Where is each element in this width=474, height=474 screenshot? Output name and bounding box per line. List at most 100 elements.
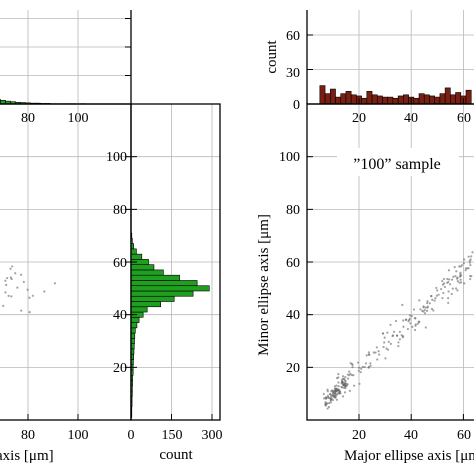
right-scatter-point: [469, 274, 472, 278]
right-top-bars: [319, 85, 472, 105]
right-scatter-point: [410, 315, 413, 318]
right-scatter-point: [376, 358, 379, 361]
right-top-bar: [371, 94, 378, 105]
right-top-ytick-0: 0: [293, 98, 300, 113]
left-right-bar: [130, 280, 198, 287]
right-top-bar: [382, 96, 389, 105]
right-scatter-point: [398, 338, 401, 341]
right-scatter-point: [460, 281, 463, 284]
right-scatter-point: [455, 277, 459, 280]
right-scatter-point: [418, 320, 421, 324]
left-right-bar: [130, 306, 148, 313]
right-top-bar: [361, 97, 368, 105]
right-scatter-point: [357, 366, 361, 369]
right-scatter-point: [436, 289, 439, 292]
left-right-bar: [130, 322, 138, 329]
right-scatter-point: [471, 251, 474, 254]
right-top-ylabel: count: [264, 40, 280, 74]
left-right-bar: [130, 274, 180, 281]
right-scatter-point: [456, 289, 459, 292]
right-scatter-point: [396, 334, 399, 337]
right-scatter-point: [397, 345, 400, 348]
right-top-bar: [350, 94, 357, 105]
right-scatter-point: [424, 306, 427, 309]
right-scatter-point: [359, 371, 362, 374]
left-scatter-point: [4, 291, 7, 294]
left-right-bar: [130, 290, 194, 297]
right-scatter-point: [360, 367, 363, 370]
right-scatter-point: [446, 277, 449, 281]
right-top-bar: [444, 87, 451, 105]
right-top-bar: [392, 97, 399, 105]
right-scatter-point: [408, 314, 412, 317]
right-scatter-point: [334, 396, 337, 399]
right-scatter-point: [367, 351, 370, 354]
right-scatter-point: [426, 306, 429, 309]
right-scatter-point: [441, 279, 444, 283]
left-right-histogram-panel: 20 40 60 80 100 0 150 300 count: [106, 103, 223, 463]
right-top-ytick-30: 30: [286, 66, 300, 81]
right-scatter-point: [456, 280, 459, 283]
right-scatter-point: [353, 384, 356, 387]
right-scatter-point: [453, 266, 456, 269]
left-right-ytick-20: 20: [113, 361, 127, 376]
right-scatter-point: [435, 294, 438, 297]
right-scatter-point: [442, 291, 445, 295]
right-scatter-point: [346, 377, 350, 380]
right-scatter-point: [437, 293, 440, 296]
right-top-bar: [439, 93, 446, 105]
right-scatter-point: [448, 278, 451, 281]
right-scatter-point: [459, 265, 462, 268]
right-scatter-point: [389, 323, 392, 326]
right-scatter-point: [440, 287, 443, 291]
right-scatter-point: [328, 401, 331, 405]
right-scatter-ytick-100: 100: [279, 150, 300, 165]
right-scatter-point: [348, 370, 351, 373]
right-scatter-point: [352, 374, 355, 377]
right-scatter-point: [377, 350, 380, 353]
right-scatter-point: [397, 341, 400, 344]
right-scatter-point: [335, 398, 338, 401]
left-scatter-point: [16, 286, 19, 289]
right-scatter-point: [402, 325, 405, 328]
right-scatter-point: [424, 326, 427, 329]
right-scatter-point: [458, 275, 462, 278]
right-scatter-point: [337, 381, 340, 384]
right-scatter-point: [418, 299, 421, 302]
right-scatter-point: [408, 317, 411, 320]
left-right-bar: [130, 317, 140, 323]
right-scatter-point: [447, 296, 450, 300]
right-scatter-point: [428, 302, 431, 305]
right-scatter-point: [434, 297, 437, 300]
left-scatter-point: [31, 294, 34, 297]
right-scatter-point: [425, 309, 429, 312]
right-scatter-point: [386, 331, 389, 334]
right-scatter-point: [405, 318, 408, 321]
left-right-ytick-40: 40: [113, 308, 127, 323]
right-scatter-ytick-60: 60: [286, 256, 300, 271]
right-scatter-point: [441, 297, 444, 300]
right-scatter-point: [402, 319, 405, 322]
right-scatter-point: [391, 334, 395, 337]
right-scatter-point: [368, 353, 371, 356]
right-scatter-point: [384, 357, 387, 360]
right-scatter-point: [454, 275, 457, 278]
right-scatter-point: [398, 330, 401, 333]
right-top-bar: [376, 95, 383, 105]
right-scatter-point: [344, 376, 347, 379]
right-scatter-point: [442, 277, 445, 281]
left-scatter-points: [2, 265, 57, 314]
right-scatter-ticks: [307, 156, 464, 420]
right-scatter-point: [322, 397, 326, 400]
right-scatter-point: [341, 386, 344, 389]
right-scatter-xtick-40: 40: [404, 428, 418, 443]
right-scatter-point: [463, 258, 466, 261]
right-scatter-point: [406, 327, 410, 331]
left-scatter-panel: 80 100 axis [μm]: [0, 103, 132, 464]
right-scatter-point: [422, 310, 425, 313]
right-scatter-point: [382, 345, 385, 349]
right-scatter-point: [470, 255, 473, 258]
right-top-bar: [324, 93, 331, 105]
left-right-bar: [130, 248, 137, 255]
